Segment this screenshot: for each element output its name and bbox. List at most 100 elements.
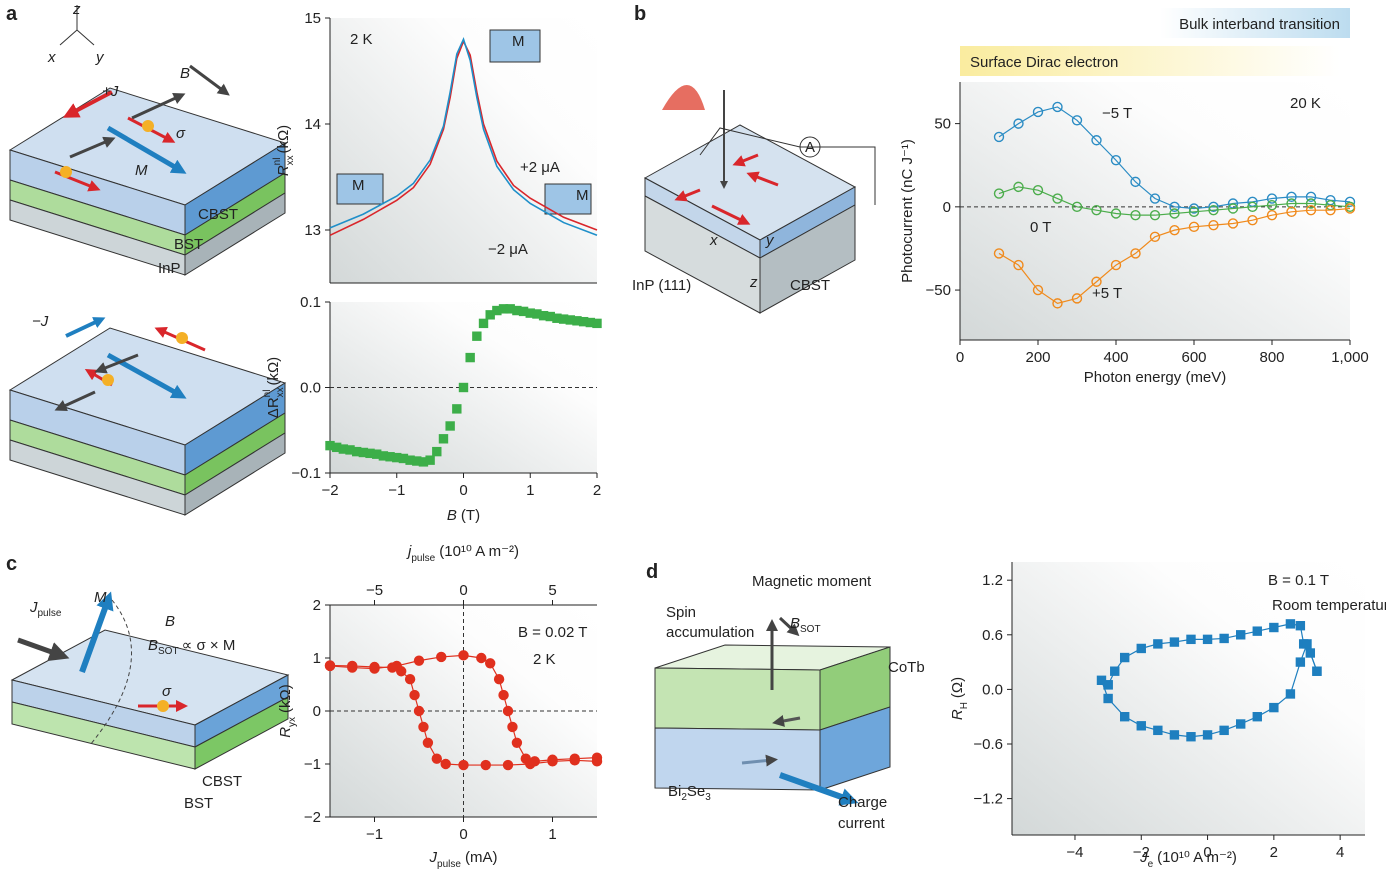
data-point xyxy=(480,319,488,327)
axis-label-part: (T) xyxy=(461,507,480,524)
panel-label: c xyxy=(6,553,17,575)
axis-label-part: xx xyxy=(275,387,286,397)
axis-label-part: (kΩ) xyxy=(277,684,294,713)
axis-label-part: ΔR xyxy=(265,397,282,418)
label: current xyxy=(838,815,886,832)
axis-label-part: H xyxy=(959,702,970,709)
x-tick-label: −1 xyxy=(366,826,383,843)
label: B xyxy=(180,65,190,82)
annotation: −5 T xyxy=(1102,105,1132,122)
data-point xyxy=(415,656,424,665)
axis-label-part: e xyxy=(1148,859,1154,870)
data-point xyxy=(1303,640,1311,648)
label-part: B xyxy=(148,637,158,654)
x2-tick-label: 5 xyxy=(548,582,556,599)
data-point xyxy=(397,667,406,676)
axis-label: Jpulse(mA) xyxy=(429,849,498,870)
chart: −2−1012−101−505Ryx(kΩ)Jpulse(mA)jpulse(1… xyxy=(277,543,602,870)
data-point xyxy=(499,691,508,700)
chart: 131415Rxxnl(kΩ)2 KM+2 μAM−2 μAM xyxy=(272,10,597,283)
label: CBST xyxy=(790,277,830,294)
data-point xyxy=(1097,676,1105,684)
data-point xyxy=(432,754,441,763)
annotation: −2 μA xyxy=(488,241,528,258)
axis-line xyxy=(60,30,77,45)
band-label: Surface Dirac electron xyxy=(970,54,1118,71)
data-point xyxy=(441,760,450,769)
x-tick-label: 200 xyxy=(1025,349,1050,366)
x-tick-label: 4 xyxy=(1336,844,1344,861)
x-tick-label: 0 xyxy=(956,349,964,366)
chart: −0.10.00.1−2−1012ΔRxxnl(kΩ)B(T) xyxy=(262,294,601,524)
label-subscript: pulse xyxy=(38,608,62,619)
axis-label-part: Photocurrent (nC J⁻¹) xyxy=(899,139,916,283)
annotation: +2 μA xyxy=(520,159,560,176)
axis-label-part: (10¹⁰ A m⁻²) xyxy=(439,543,519,560)
y-tick-label: −50 xyxy=(926,282,951,299)
electron xyxy=(102,374,114,386)
x-tick-label: 0 xyxy=(459,826,467,843)
data-point xyxy=(593,319,601,327)
axis-label: Ryx(kΩ) xyxy=(277,684,298,738)
annotation: M xyxy=(576,187,589,204)
label: y xyxy=(95,49,105,66)
label: CBST xyxy=(198,206,238,223)
annotation: 2 K xyxy=(533,651,556,668)
data-point xyxy=(1204,635,1212,643)
axis-label: Photocurrent (nC J⁻¹) xyxy=(899,139,916,283)
plot-background xyxy=(330,18,597,283)
y-tick-label: 0 xyxy=(943,199,951,216)
data-point xyxy=(437,652,446,661)
data-point xyxy=(593,757,602,766)
data-point xyxy=(526,760,535,769)
data-point xyxy=(1104,695,1112,703)
annotation: M xyxy=(512,33,525,50)
block-face xyxy=(655,668,820,730)
label: A xyxy=(805,139,815,156)
y-tick-label: 0 xyxy=(313,703,321,720)
data-point xyxy=(1220,726,1228,734)
arrow xyxy=(18,640,60,655)
data-point xyxy=(388,663,397,672)
panel-label: d xyxy=(646,561,658,583)
label: CBST xyxy=(202,773,242,790)
data-point xyxy=(460,384,468,392)
label-part: Se xyxy=(687,783,705,800)
panel-label: a xyxy=(6,3,18,25)
axis-label: RH(Ω) xyxy=(949,677,970,720)
panel-label: b xyxy=(634,3,646,25)
annotation: B = 0.02 T xyxy=(518,624,587,641)
data-point xyxy=(1313,667,1321,675)
axis-label-part: (10¹⁰ A m⁻²) xyxy=(1157,849,1237,866)
label-subscript: 3 xyxy=(705,792,711,803)
data-point xyxy=(1220,634,1228,642)
axis-label-part: yx xyxy=(287,717,298,727)
axis-label-part: nl xyxy=(272,158,283,166)
data-point xyxy=(481,761,490,770)
axis-label: Je(10¹⁰ A m⁻²) xyxy=(1139,849,1237,870)
y-tick-label: −2 xyxy=(304,809,321,826)
annotation: 0 T xyxy=(1030,219,1051,236)
electron xyxy=(157,700,169,712)
annotation: B = 0.1 T xyxy=(1268,572,1329,589)
axis-line xyxy=(77,30,94,45)
y-tick-label: −0.1 xyxy=(291,465,321,482)
data-point xyxy=(1137,722,1145,730)
data-point xyxy=(370,663,379,672)
data-point xyxy=(1253,627,1261,635)
axis-label: jpulse(10¹⁰ A m⁻²) xyxy=(406,543,519,564)
data-point xyxy=(1187,733,1195,741)
y-tick-label: −0.6 xyxy=(973,736,1003,753)
arrow xyxy=(66,320,100,336)
label: B xyxy=(165,613,175,630)
data-point xyxy=(406,675,415,684)
data-point xyxy=(459,761,468,770)
data-point xyxy=(348,661,357,670)
y-tick-label: 2 xyxy=(313,597,321,614)
x-tick-label: 1 xyxy=(526,482,534,499)
x-tick-label: −1 xyxy=(388,482,405,499)
label: M xyxy=(135,162,148,179)
annotation: Room temperature xyxy=(1272,597,1386,614)
data-point xyxy=(439,435,447,443)
